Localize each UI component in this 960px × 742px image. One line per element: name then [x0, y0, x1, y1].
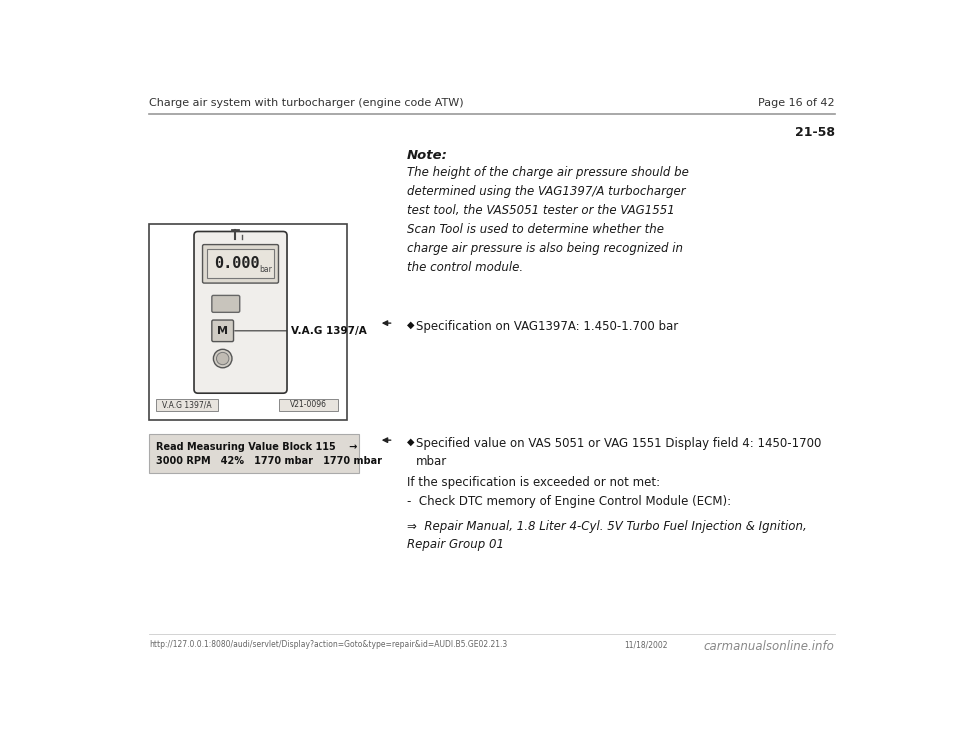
Text: V.A.G 1397/A: V.A.G 1397/A: [162, 400, 211, 410]
Text: Specification on VAG1397A: 1.450-1.700 bar: Specification on VAG1397A: 1.450-1.700 b…: [416, 320, 679, 333]
Text: 11/18/2002: 11/18/2002: [624, 640, 667, 649]
Text: carmanualsonline.info: carmanualsonline.info: [704, 640, 834, 654]
Bar: [150, 434, 359, 473]
Text: V.A.G 1397/A: V.A.G 1397/A: [291, 326, 367, 336]
Text: If the specification is exceeded or not met:: If the specification is exceeded or not …: [407, 476, 660, 488]
Text: http://127.0.0.1:8080/audi/servlet/Display?action=Goto&type=repair&id=AUDI.B5.GE: http://127.0.0.1:8080/audi/servlet/Displ…: [150, 640, 508, 649]
Text: ⇒  Repair Manual, 1.8 Liter 4-Cyl. 5V Turbo Fuel Injection & Ignition,
Repair Gr: ⇒ Repair Manual, 1.8 Liter 4-Cyl. 5V Tur…: [407, 520, 806, 551]
Text: ◆: ◆: [407, 320, 415, 330]
FancyBboxPatch shape: [194, 232, 287, 393]
FancyBboxPatch shape: [203, 245, 278, 283]
Circle shape: [217, 352, 228, 365]
FancyBboxPatch shape: [212, 295, 240, 312]
Text: V21-0096: V21-0096: [290, 400, 326, 410]
Text: Read Measuring Value Block 115    →: Read Measuring Value Block 115 →: [156, 441, 357, 452]
FancyBboxPatch shape: [212, 320, 233, 341]
Text: Specified value on VAS 5051 or VAG 1551 Display field 4: 1450-1700
mbar: Specified value on VAS 5051 or VAG 1551 …: [416, 437, 822, 468]
Text: Page 16 of 42: Page 16 of 42: [758, 98, 834, 108]
Text: ◆: ◆: [407, 437, 415, 447]
Text: M: M: [217, 326, 228, 336]
Text: bar: bar: [259, 265, 273, 274]
Text: -  Check DTC memory of Engine Control Module (ECM):: - Check DTC memory of Engine Control Mod…: [407, 495, 731, 508]
Text: 21-58: 21-58: [795, 126, 834, 139]
Text: Charge air system with turbocharger (engine code ATW): Charge air system with turbocharger (eng…: [150, 98, 464, 108]
Text: 0.000: 0.000: [214, 256, 259, 272]
Bar: [150, 224, 348, 420]
Bar: [278, 398, 338, 411]
FancyBboxPatch shape: [207, 249, 274, 278]
Text: Note:: Note:: [407, 149, 447, 162]
Text: The height of the charge air pressure should be
determined using the VAG1397/A t: The height of the charge air pressure sh…: [407, 166, 688, 274]
Circle shape: [213, 349, 232, 368]
Bar: [156, 398, 218, 411]
Text: 3000 RPM   42%   1770 mbar   1770 mbar: 3000 RPM 42% 1770 mbar 1770 mbar: [156, 456, 382, 465]
